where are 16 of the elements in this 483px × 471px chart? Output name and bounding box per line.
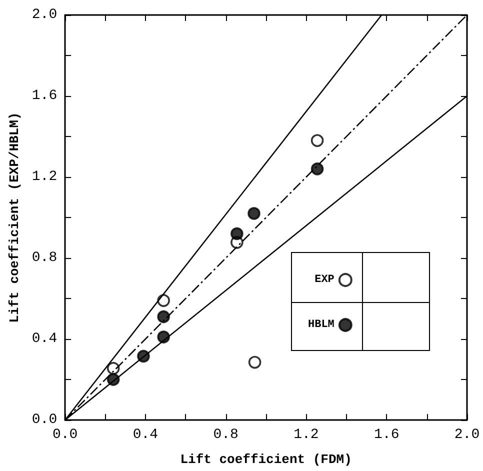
legend-label: EXP — [314, 274, 335, 286]
legend-label: HBLM — [308, 319, 335, 331]
y-tick-label: 1.6 — [32, 88, 58, 104]
x-tick-label: 2.0 — [454, 427, 480, 443]
y-tick-label: 0.8 — [32, 250, 58, 266]
x-tick-label: 0.0 — [52, 427, 78, 443]
y-tick-label: 2.0 — [32, 7, 58, 23]
y-tick-label: 0.4 — [32, 331, 58, 347]
y-tick-label: 0.0 — [32, 412, 58, 428]
x-axis-title: Lift coefficient (FDM) — [180, 452, 352, 467]
x-tick-label: 0.4 — [132, 427, 158, 443]
x-tick-label: 0.8 — [213, 427, 238, 443]
y-tick-label: 1.2 — [32, 169, 58, 185]
x-tick-label: 1.6 — [374, 427, 400, 443]
x-tick-label: 1.2 — [294, 427, 319, 443]
y-axis-title: Lift coefficient (EXP/HBLM) — [7, 112, 22, 323]
